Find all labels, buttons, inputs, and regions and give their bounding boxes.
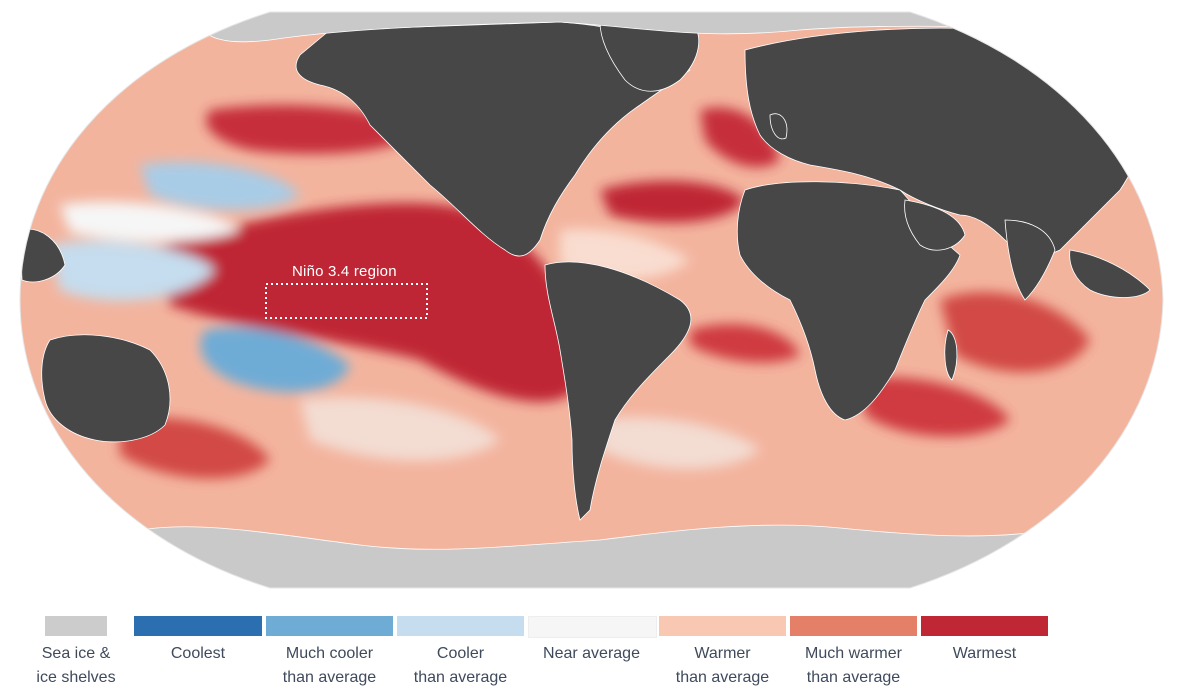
legend-swatch-near-average (528, 616, 657, 638)
legend-label-sea-ice: Sea ice & ice shelves (36, 645, 116, 686)
globe-outline (19, 11, 1164, 589)
landmass-southeast-asia (1069, 249, 1151, 298)
legend-label-warmest: Warmest (952, 645, 1017, 662)
landmass-madagascar (944, 329, 958, 381)
landmass-africa (736, 181, 961, 421)
anomaly-patch-warm-north-atlantic (600, 180, 745, 223)
world-map-svg (19, 11, 1164, 589)
legend-swatch-much-warmer (790, 616, 917, 636)
anomaly-patch-warm-pacific (150, 202, 585, 402)
legend-label-much-cooler: Much cooler than average (282, 645, 377, 686)
landmass-british-isles (769, 113, 788, 140)
legend-swatch-cooler (397, 616, 524, 636)
legend-swatch-warmer (659, 616, 786, 636)
anomaly-patch-near-average-south-indian (600, 417, 760, 469)
landmass-india (1004, 219, 1056, 301)
landmass-greenland (599, 19, 699, 92)
anomaly-patch-warm-south-atlantic (860, 377, 1010, 437)
legend-label-coolest: Coolest (170, 645, 226, 662)
nino-region-label: Niño 3.4 region (292, 263, 397, 280)
nino-region-box (265, 283, 428, 319)
legend-label-warmer: Warmer than average (675, 645, 770, 686)
landmass-south-america (544, 261, 692, 521)
anomaly-patch-warm-atlantic-equator (690, 324, 800, 363)
legend-swatch-much-cooler (266, 616, 393, 636)
legend-label-cooler: Cooler than average (413, 645, 508, 686)
anomaly-patch-warm-south-pacific (120, 417, 270, 479)
anomaly-patch-near-average-pacific (60, 201, 240, 242)
landmass-australia (41, 334, 171, 443)
legend-swatch-warmest (921, 616, 1048, 636)
legend-swatch-coolest (134, 616, 262, 636)
legend-swatch-sea-ice (45, 616, 107, 636)
anomaly-patch-cool-south-pacific (200, 327, 350, 392)
legend-label-much-warmer: Much warmer than average (805, 645, 902, 686)
landmass-asia-west-edge (20, 228, 66, 283)
anomaly-patch-cool-west-pacific (50, 241, 215, 301)
legend-label-near-average: Near average (543, 645, 640, 662)
anomaly-patch-warm-indian-ocean (940, 292, 1090, 373)
anomaly-patch-cool-north-pacific (140, 161, 300, 210)
anomaly-patch-near-average-southern-ocean (300, 397, 500, 461)
ice-shelf-antarctica (20, 519, 1163, 588)
temperature-legend: Sea ice & ice shelves Coolest Much cooler … (0, 612, 1177, 699)
anomaly-patch-warm-gulf-stream (700, 107, 780, 168)
landmass-arabia (904, 199, 966, 251)
sea-surface-temperature-map: Niño 3.4 region (19, 11, 1164, 589)
